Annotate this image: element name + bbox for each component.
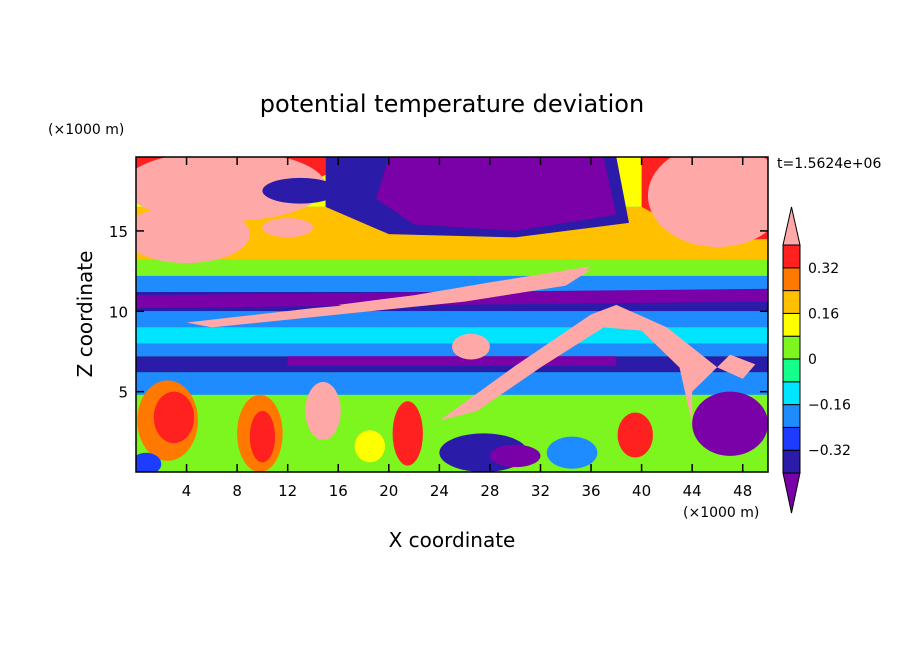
x-tick-label: 44 <box>683 482 702 500</box>
x-tick-label: 20 <box>379 482 398 500</box>
y-tick-label: 10 <box>109 303 128 321</box>
colorbar-box <box>782 267 801 292</box>
x-tick-label: 36 <box>581 482 600 500</box>
plot-frame <box>135 156 769 473</box>
colorbar-tick-label: −0.16 <box>808 398 851 414</box>
x-axis-unit: (×1000 m) <box>683 505 759 521</box>
colorbar-extend-high <box>782 206 801 246</box>
chart-title: potential temperature deviation <box>260 90 644 118</box>
y-tick-label: 5 <box>118 384 128 402</box>
colorbar-box <box>782 290 801 314</box>
x-tick-label: 4 <box>182 482 192 500</box>
colorbar-box <box>782 358 801 383</box>
colorbar-tick-label: −0.32 <box>808 443 851 459</box>
colorbar-tick-label: 0.16 <box>808 306 839 322</box>
x-tick-label: 24 <box>430 482 449 500</box>
x-tick-label: 48 <box>733 482 752 500</box>
x-tick-label: 12 <box>278 482 297 500</box>
x-axis-ticks: 4 8 12 16 20 24 28 32 36 40 44 48 <box>182 157 752 500</box>
colorbar-box <box>782 449 801 474</box>
x-tick-label: 16 <box>329 482 348 500</box>
x-tick-label: 28 <box>480 482 499 500</box>
colorbar-box <box>782 404 801 428</box>
colorbar-box <box>782 244 801 269</box>
x-tick-label: 40 <box>632 482 651 500</box>
x-tick-label: 32 <box>531 482 550 500</box>
colorbar-box <box>782 312 801 337</box>
colorbar: 0.32 0.16 0 −0.16 −0.32 <box>782 206 851 514</box>
colorbar-box <box>782 335 801 360</box>
colorbar-tick-label: 0.32 <box>808 261 839 277</box>
colorbar-box <box>782 426 801 451</box>
y-axis-ticks: 5 10 15 <box>109 223 768 402</box>
colorbar-box <box>782 381 801 406</box>
y-tick-label: 15 <box>109 223 128 241</box>
x-tick-label: 8 <box>232 482 242 500</box>
colorbar-tick-label: 0 <box>808 352 817 368</box>
y-axis-label: Z coordinate <box>73 251 97 378</box>
x-axis-label: X coordinate <box>389 528 516 552</box>
temperature-field <box>136 157 768 472</box>
y-axis-unit: (×1000 m) <box>48 122 124 138</box>
time-stamp: t=1.5624e+06 <box>777 156 881 172</box>
colorbar-extend-low <box>782 472 801 514</box>
